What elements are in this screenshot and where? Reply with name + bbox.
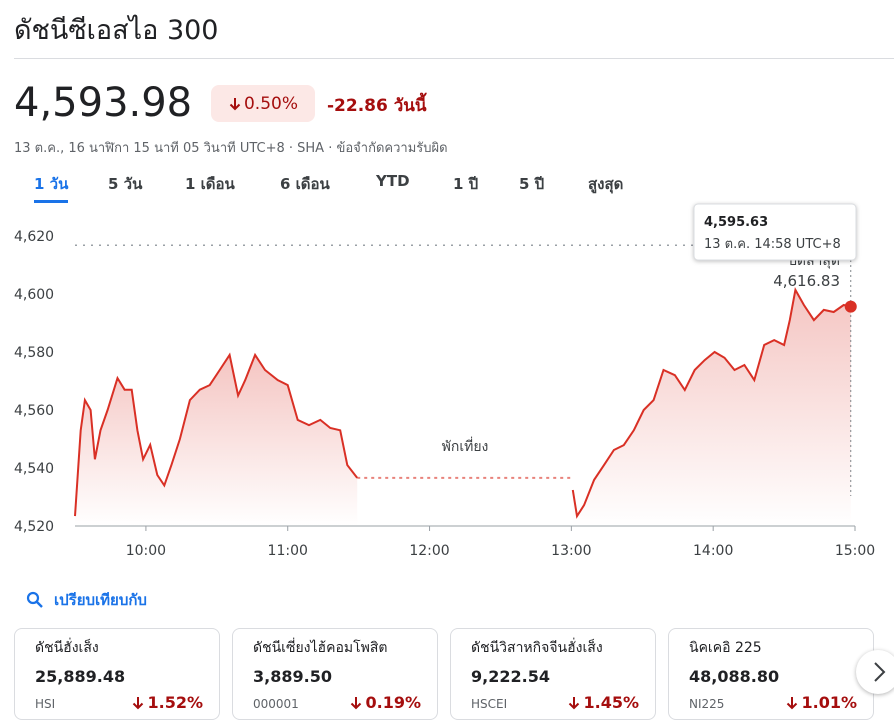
card-name: ดัชนีวิสาหกิจจีนฮั่งเส็ง: [471, 640, 603, 656]
next-button[interactable]: [856, 650, 894, 694]
x-tick-label: 13:00: [551, 543, 591, 559]
arrow-path: [133, 696, 144, 709]
search-icon: [26, 591, 43, 608]
range-tab[interactable]: 6 เดือน: [280, 175, 330, 193]
range-tab[interactable]: YTD: [376, 172, 410, 190]
compare-title: เปรียบเทียบกับ: [54, 591, 147, 609]
change-pct: 0.50%: [243, 93, 298, 114]
down-arrow: [351, 696, 362, 709]
compare-card[interactable]: ดัชนีเซี่ยงไฮ้คอมโพสิต 3,889.50 000001 0.19…: [232, 628, 438, 720]
compare-card[interactable]: ดัชนีฮั่งเส็ง 25,889.48 HSI 1.52%: [14, 628, 220, 720]
compare-card[interactable]: ดัชนีวิสาหกิจจีนฮั่งเส็ง 9,222.54 HSCEI 1.4…: [450, 628, 656, 720]
card-value: 9,222.54: [471, 667, 550, 686]
y-tick-label: 4,560: [14, 403, 54, 419]
x-tick-label: 10:00: [126, 543, 166, 559]
y-tick-label: 4,600: [14, 287, 54, 303]
card-change: 0.19%: [349, 693, 421, 712]
card-change: 1.01%: [785, 693, 857, 712]
down-arrow: [787, 696, 798, 709]
chevron: [874, 662, 886, 682]
y-tick-label: 4,540: [14, 461, 54, 477]
line: [74, 352, 358, 517]
down-arrow: [229, 97, 241, 110]
meta: 13 ต.ค., 16 นาฬิกา 15 นาที 05 วินาที UTC…: [14, 141, 448, 156]
change-abs: -22.86 วันนี้: [327, 96, 427, 116]
compare-link[interactable]: เปรียบเทียบกับ: [26, 588, 147, 612]
compare-card[interactable]: นิคเคอิ 225 48,088.80 NI225 1.01%: [668, 628, 874, 720]
card-code: HSI: [35, 697, 56, 711]
card-change-pct: 1.01%: [801, 693, 857, 712]
line: [571, 287, 851, 519]
chart: 4,520 4,540 4,560 4,580 4,600 4,620 10:00 11:00…: [14, 203, 875, 559]
range-tab[interactable]: 5 ปี: [519, 175, 545, 193]
card-code: HSCEI: [471, 697, 508, 711]
card-name: ดัชนีฮั่งเส็ง: [35, 640, 99, 656]
arrow-path: [787, 696, 798, 709]
arrow-path: [351, 696, 362, 709]
card-value: 48,088.80: [689, 667, 780, 686]
range-tab[interactable]: 1 เดือน: [185, 175, 235, 193]
y-tick-label: 4,520: [14, 519, 54, 535]
y-tick-label: 4,620: [14, 229, 54, 245]
y-tick-label: 4,580: [14, 345, 54, 361]
range-tab[interactable]: 5 วัน: [108, 175, 143, 193]
change-badge: 0.50%: [211, 85, 315, 122]
range-tabs: 1 วัน 5 วัน 1 เดือน 6 เดือน YTD 1 ปี 5 ปี สูงสุ…: [0, 172, 894, 203]
range-tab[interactable]: 1 ปี: [453, 175, 479, 193]
previous-close-label: 4,616.83: [773, 272, 840, 290]
area: [572, 289, 851, 526]
tooltip-value: 4,595.63: [704, 215, 768, 230]
x-tick-label: 11:00: [268, 543, 308, 559]
page-title: ดัชนีซีเอสไอ 300: [14, 15, 219, 46]
card-name: นิคเคอิ 225: [689, 640, 762, 656]
arrow-path: [569, 696, 580, 709]
down-arrow: [133, 696, 144, 709]
down-arrow: [569, 696, 580, 709]
x-tick-label: 14:00: [693, 543, 733, 559]
card-change-pct: 1.45%: [583, 693, 639, 712]
card-change: 1.52%: [131, 693, 203, 712]
price: 4,593.98: [14, 80, 193, 126]
x-tick-label: 15:00: [835, 543, 875, 559]
last-point: [844, 300, 857, 313]
range-tab[interactable]: 1 วัน: [34, 172, 69, 203]
tooltip-time: 13 ต.ค. 14:58 UTC+8: [704, 237, 841, 252]
range-tab[interactable]: สูงสุด: [588, 175, 624, 193]
tooltip-box: [693, 203, 857, 261]
card-change: 1.45%: [567, 693, 639, 712]
card-change-pct: 0.19%: [365, 693, 421, 712]
annotation: พักเที่ยง: [442, 437, 489, 455]
card-name: ดัชนีเซี่ยงไฮ้คอมโพสิต: [253, 640, 388, 656]
card-change-pct: 1.52%: [147, 693, 203, 712]
x-tick-label: 12:00: [409, 543, 449, 559]
card-value: 25,889.48: [35, 667, 126, 686]
card-value: 3,889.50: [253, 667, 332, 686]
area: [75, 354, 358, 526]
divider: [14, 58, 894, 59]
card-code: 000001: [253, 697, 299, 711]
card-code: NI225: [689, 697, 725, 711]
